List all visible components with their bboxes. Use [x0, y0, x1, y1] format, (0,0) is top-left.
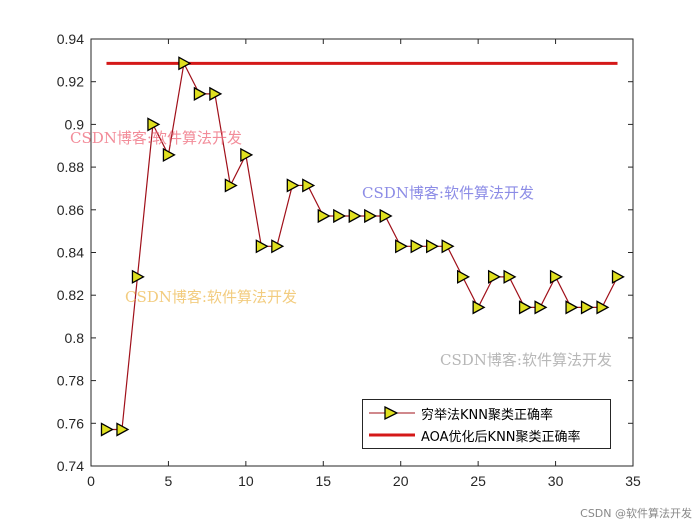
data-point-marker [487, 269, 501, 284]
data-point-marker [549, 269, 563, 284]
data-point-marker [116, 422, 130, 437]
data-point-marker [240, 147, 254, 163]
data-point-marker [410, 239, 424, 254]
x-tick-label: 15 [315, 473, 331, 489]
data-point-marker [317, 208, 331, 224]
x-tick-label: 35 [625, 473, 641, 489]
data-point-marker [224, 178, 238, 193]
data-point-marker [364, 208, 378, 224]
y-tick-label: 0.82 [57, 287, 84, 303]
data-point-marker [518, 300, 532, 315]
data-point-marker [100, 422, 114, 437]
data-point-marker [193, 86, 207, 101]
data-point-marker [333, 208, 347, 224]
data-point-marker [503, 269, 517, 284]
data-point-marker [611, 269, 625, 284]
data-point-marker [255, 239, 269, 254]
y-tick-label: 0.92 [57, 74, 84, 90]
legend-label: 穷举法KNN聚类正确率 [421, 407, 553, 423]
data-point-marker [426, 239, 440, 254]
watermark: CSDN博客:软件算法开发 [440, 351, 612, 369]
x-tick-label: 20 [393, 473, 409, 489]
data-point-marker [441, 239, 455, 254]
x-tick-label: 30 [548, 473, 564, 489]
data-point-marker [395, 239, 409, 254]
data-point-marker [162, 147, 176, 163]
data-point-marker [348, 208, 362, 224]
data-point-marker [271, 239, 285, 254]
legend-line-icon [369, 433, 415, 437]
data-point-marker [472, 300, 486, 315]
x-tick-label: 10 [238, 473, 254, 489]
data-point-marker [209, 86, 223, 101]
x-tick-label: 5 [165, 473, 173, 489]
y-tick-label: 0.74 [57, 458, 84, 474]
x-tick-label: 25 [470, 473, 486, 489]
data-point-marker [147, 117, 161, 132]
y-tick-label: 0.9 [65, 116, 85, 132]
legend: 穷举法KNN聚类正确率 AOA优化后KNN聚类正确率 [362, 399, 611, 449]
data-point-marker [457, 269, 471, 284]
y-tick-label: 0.8 [65, 330, 85, 346]
watermark: CSDN博客:软件算法开发 [70, 129, 242, 147]
data-point-marker [379, 208, 393, 224]
watermark: CSDN博客:软件算法开发 [362, 184, 534, 202]
y-tick-label: 0.76 [57, 415, 84, 431]
data-point-marker [534, 300, 548, 315]
watermark: CSDN博客:软件算法开发 [125, 288, 297, 306]
y-tick-label: 0.86 [57, 202, 84, 218]
data-point-marker [302, 178, 316, 193]
data-point-marker [596, 300, 610, 315]
exhaustive-series-line [106, 61, 619, 431]
data-point-marker [565, 300, 579, 315]
legend-line-marker-icon [369, 405, 415, 421]
data-point-marker [131, 269, 145, 284]
data-point-marker [286, 178, 300, 193]
x-tick-label: 0 [87, 473, 95, 489]
legend-item: 穷举法KNN聚类正确率 [363, 402, 553, 424]
y-tick-label: 0.88 [57, 159, 84, 175]
data-point-marker [580, 300, 594, 315]
plot-area [90, 38, 634, 467]
data-point-marker [178, 56, 192, 71]
legend-item: AOA优化后KNN聚类正确率 [363, 424, 581, 446]
footer-credit: CSDN @软件算法开发 [580, 507, 692, 520]
y-tick-label: 0.94 [57, 31, 84, 47]
legend-label: AOA优化后KNN聚类正确率 [421, 429, 581, 445]
y-tick-label: 0.84 [57, 245, 84, 261]
y-tick-label: 0.78 [57, 373, 84, 389]
